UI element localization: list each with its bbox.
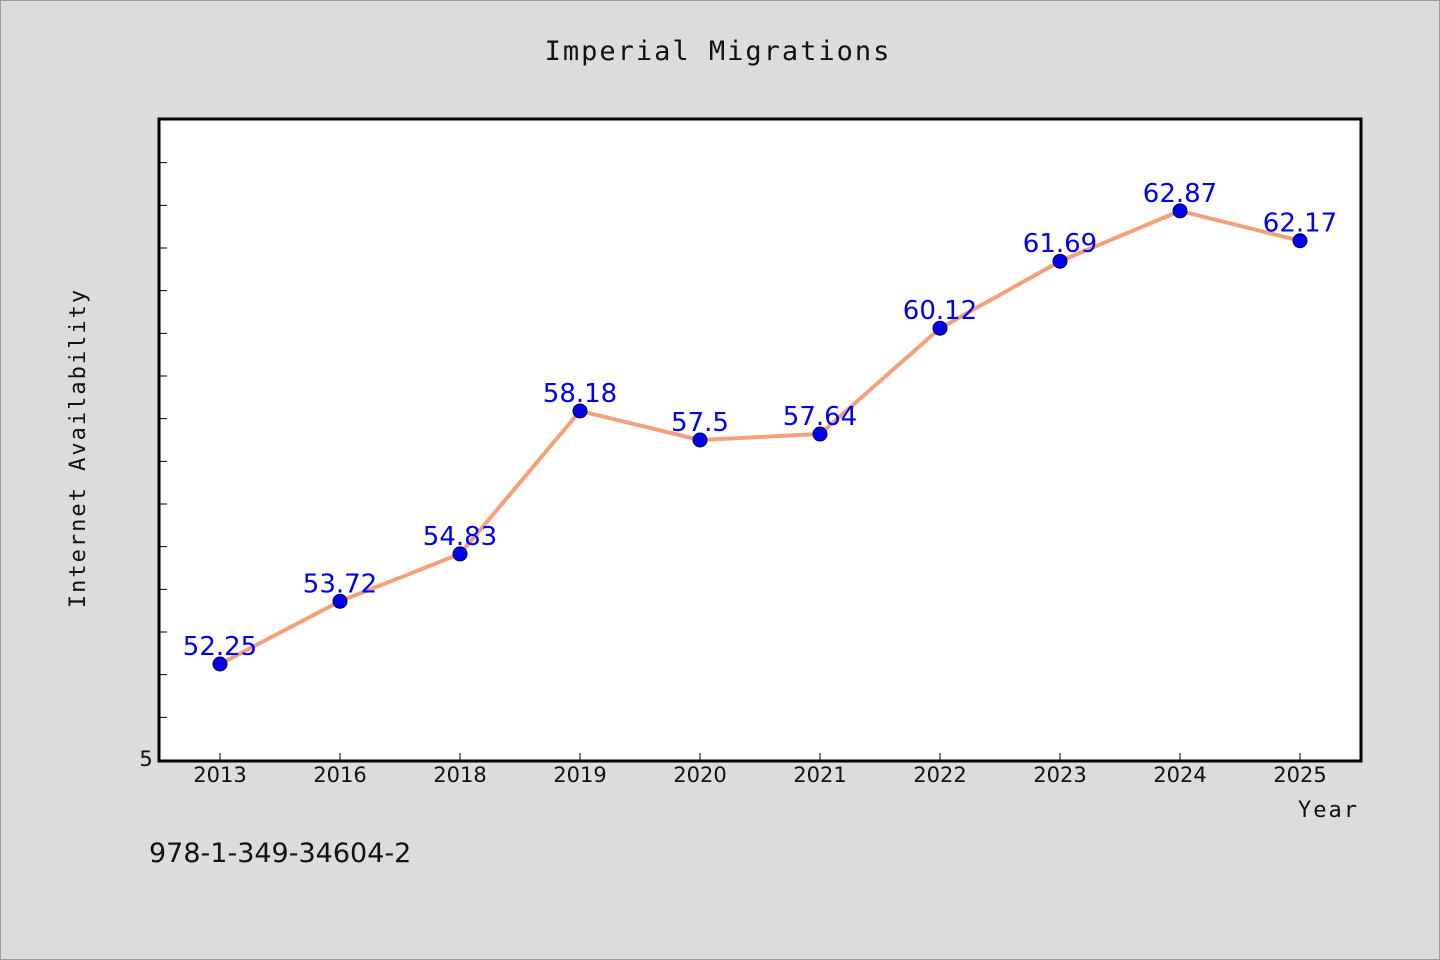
chart-title: Imperial Migrations	[545, 36, 892, 67]
x-tick-label: 2024	[1153, 763, 1206, 787]
y-axis-ticks: 5	[139, 162, 167, 771]
data-point	[1052, 253, 1068, 269]
data-point	[812, 426, 828, 442]
plot-area	[157, 117, 1363, 763]
isbn-text: 978-1-349-34604-2	[149, 838, 411, 869]
x-tick-label: 2016	[313, 763, 366, 787]
data-point	[932, 320, 948, 336]
x-tick-label: 2021	[793, 763, 846, 787]
x-axis-label: Year	[1298, 798, 1359, 823]
x-tick-label: 2022	[913, 763, 966, 787]
data-point	[1172, 203, 1188, 219]
data-point	[452, 546, 468, 562]
data-point	[332, 593, 348, 609]
x-tick-label: 2019	[553, 763, 606, 787]
series-line	[218, 208, 1302, 666]
data-point	[1292, 233, 1308, 249]
y-axis-label: Internet Availability	[66, 288, 91, 608]
data-point	[692, 432, 708, 448]
x-tick-label: 2020	[673, 763, 726, 787]
data-point	[572, 403, 588, 419]
x-tick-label: 2025	[1273, 763, 1326, 787]
x-tick-label: 2013	[193, 763, 246, 787]
x-tick-label: 2023	[1033, 763, 1086, 787]
y-tick-label: 5	[139, 747, 152, 771]
x-tick-label: 2018	[433, 763, 486, 787]
data-point	[212, 656, 228, 672]
x-axis-ticks: 2013 2016 2018 2019 2020 2021 2022 2023 2024 2025	[193, 753, 1327, 787]
